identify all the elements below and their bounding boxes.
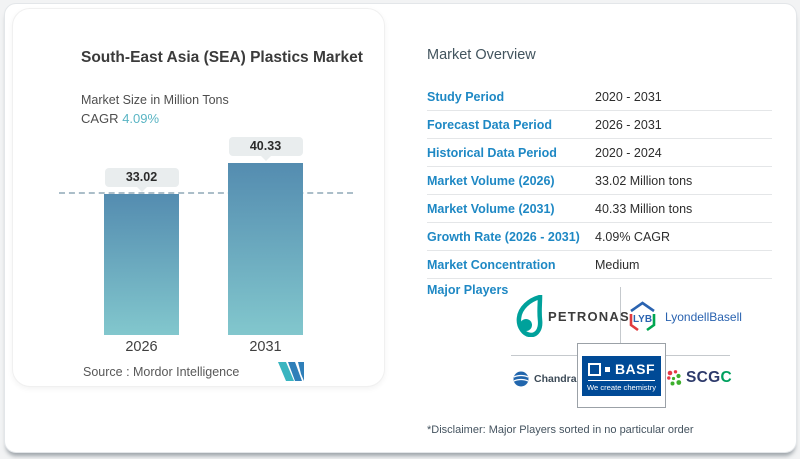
players-grid-vertical-divider <box>620 287 621 343</box>
disclaimer-text: *Disclaimer: Major Players sorted in no … <box>427 424 694 436</box>
basf-wordmark: BASF <box>614 361 656 377</box>
bar-group-2026: 33.02 <box>104 168 179 335</box>
scgc-wordmark: SCGC <box>686 369 732 386</box>
row-value: 4.09% CAGR <box>595 229 671 244</box>
label-pointer <box>136 187 147 192</box>
lyb-abbr: LYB <box>633 314 652 325</box>
row-label: Market Volume (2026) <box>427 173 555 188</box>
source-caption: Source : Mordor Intelligence <box>83 365 240 379</box>
lyb-hexagon-icon: LYB <box>629 301 656 332</box>
player-lyondellbasell-logo: LYB LyondellBasell <box>626 299 742 335</box>
player-basf-logo: BASF We create chemistry <box>577 343 666 408</box>
bar-value-label: 33.02 <box>104 168 179 187</box>
basf-square-icon <box>587 362 601 376</box>
mordor-intelligence-logo <box>278 362 304 386</box>
chart-card: South-East Asia (SEA) Plastics Market Ma… <box>12 8 385 387</box>
reference-line <box>59 192 353 194</box>
label-pointer <box>260 156 271 161</box>
chandra-asri-globe-icon <box>513 371 529 387</box>
basf-divider <box>588 380 655 381</box>
row-label: Forecast Data Period <box>427 117 553 132</box>
scgc-dots-icon <box>667 370 682 386</box>
row-value: 2020 - 2024 <box>595 145 662 160</box>
row-label: Historical Data Period <box>427 145 557 160</box>
bar-2031 <box>228 163 303 335</box>
overview-table: Study Period 2020 - 2031 Forecast Data P… <box>427 83 772 279</box>
table-row: Market Volume (2026) 33.02 Million tons <box>427 167 772 195</box>
row-value: 40.33 Million tons <box>595 201 693 216</box>
table-row: Study Period 2020 - 2031 <box>427 83 772 111</box>
table-row: Market Volume (2031) 40.33 Million tons <box>427 195 772 223</box>
player-petronas-logo: PETRONAS <box>516 295 630 337</box>
overview-heading: Market Overview <box>427 47 536 63</box>
table-row: Forecast Data Period 2026 - 2031 <box>427 111 772 139</box>
x-axis-label-2026: 2026 <box>125 339 158 355</box>
basf-blue-panel: BASF We create chemistry <box>582 356 661 396</box>
bar-2026 <box>104 194 179 335</box>
row-value: 2020 - 2031 <box>595 89 662 104</box>
row-label: Growth Rate (2026 - 2031) <box>427 229 580 244</box>
row-label: Market Concentration <box>427 257 556 272</box>
bar-value-label: 40.33 <box>228 137 303 156</box>
row-value: Medium <box>595 257 640 272</box>
x-axis-label-2031: 2031 <box>249 339 282 355</box>
table-row: Market Concentration Medium <box>427 251 772 279</box>
major-players-label: Major Players <box>427 283 509 297</box>
row-label: Market Volume (2031) <box>427 201 555 216</box>
row-value: 33.02 Million tons <box>595 173 693 188</box>
player-scgc-logo: SCGC <box>666 369 732 387</box>
bar-group-2031: 40.33 <box>228 137 303 335</box>
table-row: Historical Data Period 2020 - 2024 <box>427 139 772 167</box>
cagr-label: CAGR <box>81 111 119 126</box>
cagr-line: CAGR 4.09% <box>81 111 159 126</box>
chart-subtitle: Market Size in Million Tons <box>81 93 229 107</box>
basf-dot-icon <box>604 366 610 372</box>
chart-title: South-East Asia (SEA) Plastics Market <box>81 49 363 66</box>
lyondellbasell-wordmark: LyondellBasell <box>665 310 742 324</box>
table-row: Growth Rate (2026 - 2031) 4.09% CAGR <box>427 223 772 251</box>
row-label: Study Period <box>427 89 505 104</box>
row-value: 2026 - 2031 <box>595 117 662 132</box>
basf-tagline: We create chemistry <box>586 383 657 392</box>
cagr-value: 4.09% <box>122 111 160 126</box>
petronas-wordmark: PETRONAS <box>548 308 630 324</box>
petronas-drop-icon <box>516 295 543 337</box>
